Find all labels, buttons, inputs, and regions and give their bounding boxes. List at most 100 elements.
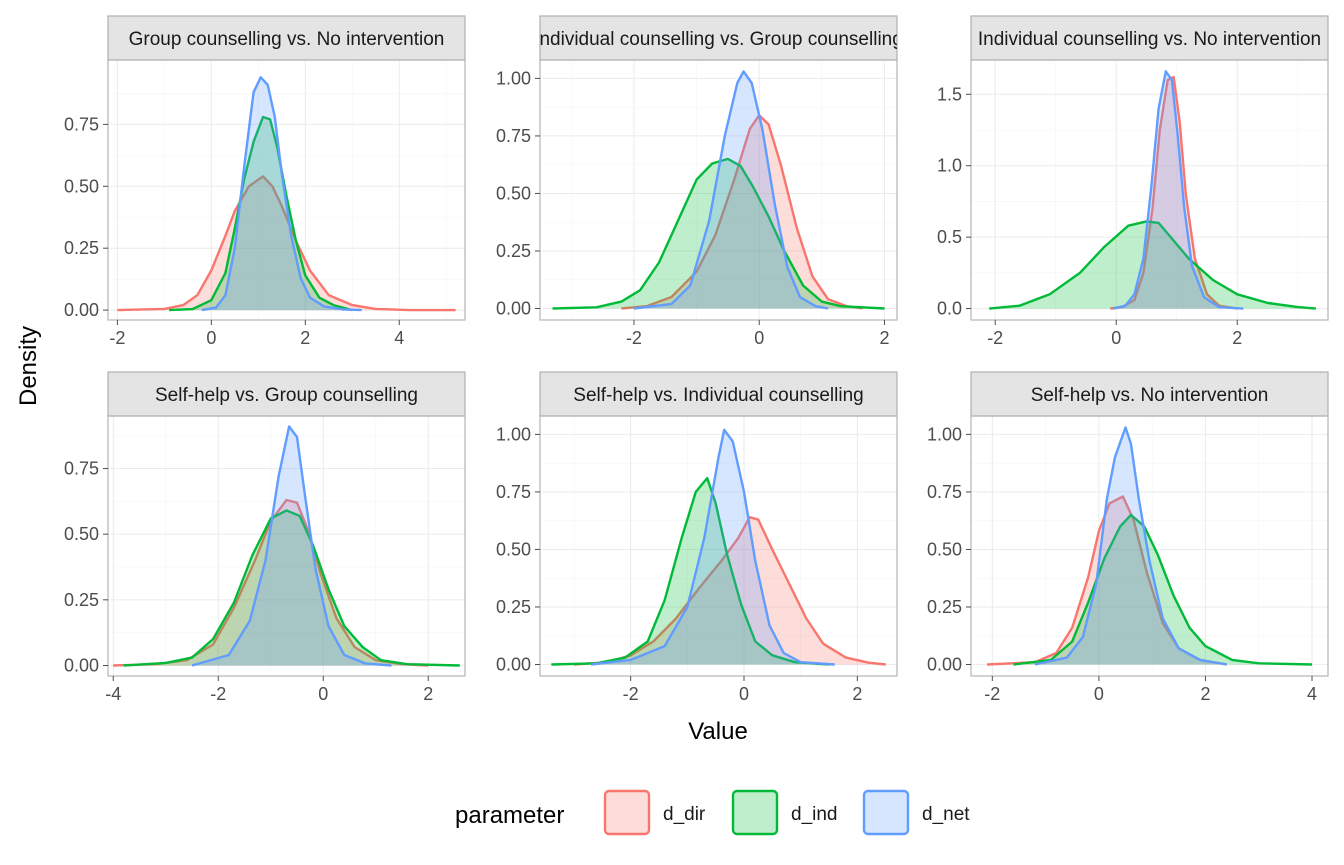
strip-background [107, 371, 466, 417]
panel-title: Self-help vs. No intervention [1031, 385, 1269, 406]
panel-3: Individual counselling vs. No interventi… [937, 15, 1329, 348]
panel-border [107, 415, 466, 677]
panel-5: Self-help vs. Individual counselling -2 0 2… [496, 371, 898, 704]
y-tick-label: 0.25 [927, 597, 962, 617]
x-tick-label: 0 [318, 684, 328, 704]
density-area-d_dir [621, 115, 863, 309]
y-tick-label: 0.50 [496, 183, 531, 203]
x-tick-label: 0 [1111, 328, 1121, 348]
panel-title: Individual counselling vs. Group counsel… [534, 29, 903, 50]
y-tick-label: 0.75 [496, 482, 531, 502]
x-tick-label: 4 [1307, 684, 1317, 704]
y-tick-label: 0.50 [64, 176, 99, 196]
strip-background [539, 371, 898, 417]
x-axis-title: Value [688, 718, 748, 745]
y-tick-label: 0.00 [927, 654, 962, 674]
density-area-d_dir [987, 496, 1227, 665]
legend-label-d_net: d_net [922, 804, 970, 825]
density-line-d_ind [989, 220, 1316, 310]
panel-6: Self-help vs. No intervention -2 0 2 4 0.00 0.… [927, 371, 1329, 704]
legend-item-d_dir: d_dir [603, 789, 706, 836]
y-tick-label: 1.0 [937, 156, 962, 176]
x-tick-label: 0 [754, 328, 764, 348]
panel-title: Individual counselling vs. No interventi… [978, 29, 1321, 50]
legend-label-d_dir: d_dir [663, 804, 706, 825]
density-area-d_ind [123, 510, 460, 666]
legend-key-d_dir [603, 789, 651, 836]
x-tick-label: 2 [1232, 328, 1242, 348]
density-area-d_net [201, 77, 362, 311]
density-area-d_dir [117, 176, 456, 311]
strip-background [970, 15, 1329, 61]
y-tick-label: 1.5 [937, 84, 962, 104]
x-tick-label: 4 [394, 328, 404, 348]
panel-title: Self-help vs. Group counselling [155, 385, 418, 406]
panel-1: Group counselling vs. No intervention -2 0… [64, 15, 466, 348]
y-tick-label: 0.25 [496, 597, 531, 617]
y-tick-label: 0.50 [64, 524, 99, 544]
strip-background [107, 15, 466, 61]
y-tick-label: 1.00 [496, 68, 531, 88]
strip-background [539, 15, 898, 61]
density-area-d_net [192, 426, 392, 666]
density-line-d_ind [123, 509, 460, 667]
y-tick-label: 0.75 [496, 126, 531, 146]
density-line-d_ind [551, 476, 830, 666]
panel-border [970, 59, 1329, 321]
x-tick-label: 0 [739, 684, 749, 704]
density-line-d_dir [117, 175, 456, 312]
legend-item-d_ind: d_ind [731, 789, 838, 836]
y-tick-label: 0.00 [64, 300, 99, 320]
x-tick-label: 0 [206, 328, 216, 348]
y-tick-label: 0.50 [927, 539, 962, 559]
density-area-d_net [1034, 427, 1227, 665]
density-area-d_ind [989, 221, 1316, 309]
x-tick-label: -2 [109, 328, 125, 348]
panel-title: Self-help vs. Individual counselling [573, 385, 863, 406]
y-tick-label: 0.75 [64, 114, 99, 134]
legend-key-d_net [862, 789, 910, 836]
density-area-d_net [591, 429, 835, 665]
legend: parameter d_dir d_ind d_net [455, 789, 970, 836]
panel-border [970, 415, 1329, 677]
x-tick-label: 2 [423, 684, 433, 704]
y-tick-label: 0.5 [937, 227, 962, 247]
density-area-d_dir [574, 517, 886, 665]
panel-border [539, 59, 898, 321]
y-tick-label: 0.75 [927, 482, 962, 502]
panel-2: Individual counselling vs. Group counsel… [496, 15, 903, 348]
y-tick-label: 0.00 [496, 654, 531, 674]
y-tick-label: 0.25 [496, 241, 531, 261]
density-area-d_dir [1110, 77, 1238, 309]
x-tick-label: -2 [210, 684, 226, 704]
x-tick-label: -2 [984, 684, 1000, 704]
density-area-d_ind [1013, 514, 1312, 665]
density-area-d_dir [113, 500, 429, 666]
panels: Group counselling vs. No intervention -2 0… [64, 15, 1329, 704]
x-tick-label: -2 [623, 684, 639, 704]
density-area-d_net [633, 71, 829, 309]
panel-4: Self-help vs. Group counselling -4 -2 0 2 0.0… [64, 371, 466, 704]
x-tick-label: 2 [1200, 684, 1210, 704]
strip-background [970, 371, 1329, 417]
x-tick-label: 2 [879, 328, 889, 348]
density-line-d_net [191, 425, 392, 667]
density-line-d_net [590, 428, 835, 666]
density-line-d_net [633, 70, 829, 310]
y-tick-label: 0.00 [496, 298, 531, 318]
y-tick-label: 0.25 [64, 590, 99, 610]
x-tick-label: 2 [852, 684, 862, 704]
density-line-d_net [1112, 70, 1244, 310]
y-tick-label: 1.00 [927, 424, 962, 444]
legend-key-d_ind [731, 789, 779, 836]
y-tick-label: 0.50 [496, 539, 531, 559]
y-tick-label: 0.75 [64, 459, 99, 479]
density-area-d_ind [551, 478, 829, 665]
x-tick-label: -2 [987, 328, 1003, 348]
x-tick-label: -2 [626, 328, 642, 348]
panel-title: Group counselling vs. No intervention [129, 29, 445, 50]
x-tick-label: 0 [1094, 684, 1104, 704]
density-line-d_ind [169, 115, 353, 312]
y-tick-label: 1.00 [496, 424, 531, 444]
